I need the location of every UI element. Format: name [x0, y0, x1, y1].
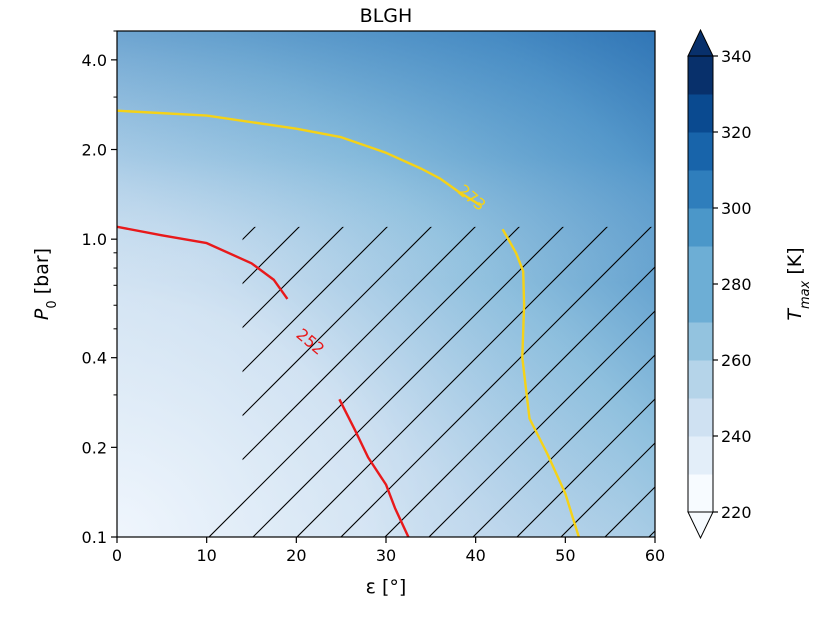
chart-title: BLGH	[360, 5, 413, 27]
x-tick-label: 0	[112, 546, 122, 565]
colorbar-band	[688, 360, 713, 399]
hatch-line	[564, 226, 655, 537]
y-tick-label: 0.2	[82, 438, 107, 457]
x-tick-label: 60	[645, 546, 665, 565]
hatch-line	[344, 226, 655, 537]
contour-line	[338, 398, 410, 537]
hatch-line	[202, 226, 532, 537]
colorbar-band	[688, 208, 713, 247]
colorbar-extend-max	[687, 28, 714, 57]
colorbar-tick-label: 280	[721, 275, 752, 294]
hatch-line	[300, 226, 655, 537]
y-axis-label-unit: [bar]	[31, 248, 53, 300]
hatch-line	[202, 226, 488, 537]
colorbar-tick-label: 300	[721, 199, 752, 218]
x-tick-label: 30	[376, 546, 396, 565]
y-tick-label: 0.4	[82, 349, 107, 368]
hatch-line	[432, 226, 655, 537]
y-axis-label-subscript: 0	[45, 300, 60, 308]
x-tick-label: 40	[465, 546, 485, 565]
hatch-line	[520, 226, 655, 537]
colorbar-band	[688, 94, 713, 133]
colorbar-band	[688, 322, 713, 361]
colorbar-band	[688, 132, 713, 171]
colorbar-band	[688, 398, 713, 437]
x-tick-label: 50	[555, 546, 575, 565]
colorbar-label-subscript: max	[798, 280, 813, 309]
hatch-line	[0, 127, 91, 577]
hatch-line	[0, 127, 135, 577]
colorbar-band	[688, 170, 713, 209]
hatch-line	[388, 226, 655, 537]
colorbar-tick-label: 240	[721, 427, 752, 446]
hatch-line	[202, 226, 576, 537]
colorbar-label-unit: [K]	[784, 247, 806, 280]
colorbar-band	[688, 246, 713, 285]
colorbar-extend-min	[687, 511, 714, 540]
hatch-line	[202, 226, 620, 537]
hatch-line	[697, 127, 830, 577]
colorbar-band	[688, 436, 713, 475]
hatch-region	[0, 127, 830, 577]
colorbar-band	[688, 284, 713, 323]
y-tick-label: 4.0	[82, 51, 107, 70]
hatch-line	[741, 127, 830, 577]
y-tick-label: 2.0	[82, 141, 107, 160]
hatch-line	[0, 127, 3, 577]
colorbar-label: Tmax [K]	[784, 247, 813, 320]
contour-line	[117, 225, 289, 300]
contour-line	[501, 228, 580, 537]
y-axis-label: P0 [bar]	[31, 248, 60, 320]
x-tick-label: 10	[196, 546, 216, 565]
x-axis-label: ε [°]	[366, 576, 407, 598]
hatch-line	[0, 127, 47, 577]
colorbar-tick-label: 260	[721, 351, 752, 370]
colorbar-tick-label: 340	[721, 47, 752, 66]
colorbar-band	[688, 56, 713, 95]
y-tick-label: 1.0	[82, 230, 107, 249]
colorbar: 220 240 260 280 300 320 340	[687, 28, 752, 540]
colorbar-band	[688, 474, 713, 513]
y-tick-label: 0.1	[82, 528, 107, 547]
colorbar-tick-label: 320	[721, 123, 752, 142]
x-axis: 0 10 20 30 40 50 60	[112, 537, 665, 565]
hatch-line	[785, 127, 830, 577]
colorbar-tick-label: 220	[721, 503, 752, 522]
colorbar-label-symbol: T	[784, 308, 806, 321]
hatch-line	[256, 226, 655, 537]
y-axis-label-symbol: P	[31, 308, 53, 320]
y-axis: 0.1 0.2 0.4 1.0 2.0 4.0	[82, 30, 117, 547]
x-tick-label: 20	[286, 546, 306, 565]
hatch-line	[476, 226, 655, 537]
hatch-line	[212, 226, 655, 537]
contour-line	[117, 109, 481, 207]
